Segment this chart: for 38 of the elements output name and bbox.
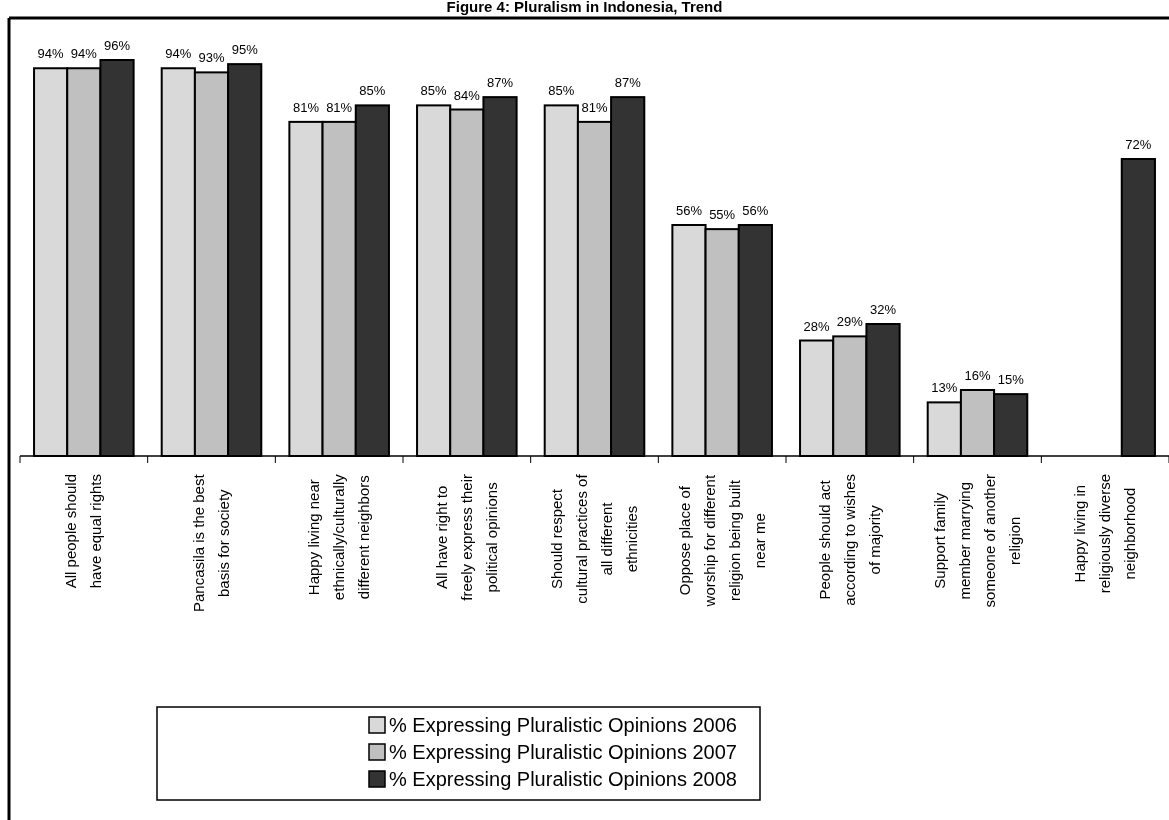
- x-tick-label: Happy living near ethnically/culturally different neighbors: [305, 473, 373, 601]
- data-label: 84%: [453, 87, 481, 103]
- data-label: 87%: [487, 75, 514, 91]
- data-label: 32%: [870, 302, 897, 317]
- legend-label: % Expressing Pluralistic Opinions 2006: [389, 714, 737, 736]
- data-label: 94%: [37, 46, 65, 62]
- data-label: 13%: [931, 380, 958, 396]
- data-label: 81%: [581, 99, 608, 115]
- data-label: 81%: [292, 99, 320, 115]
- data-label: 87%: [614, 75, 642, 91]
- data-label: 93%: [198, 50, 225, 66]
- legend-label: % Expressing Pluralistic Opinions 2007: [389, 741, 737, 763]
- x-tick-label: Pancasila is the best basis for society: [190, 473, 232, 612]
- legend-label: % Expressing Pluralistic Opinions 2008: [389, 768, 737, 790]
- data-label: 56%: [742, 203, 769, 218]
- x-tick-label: Oppose place of worship for different religion being built near me: [675, 474, 768, 608]
- data-label: 94%: [70, 46, 98, 62]
- x-tick-label: People should act according to wishes of majority: [815, 474, 883, 606]
- chart-title: Figure 4: Pluralism in Indonesia, Trend: [446, 0, 723, 15]
- x-tick-label: Should respect cultural practices of all different ethnicities: [548, 473, 640, 604]
- data-label: 56%: [675, 203, 703, 218]
- x-tick-label: Happy living in religiously diverse neighborhood: [1071, 474, 1139, 594]
- data-label: 85%: [548, 83, 575, 99]
- data-label: 85%: [420, 83, 448, 99]
- x-tick-label: All have right to freely express their political opinions: [432, 474, 500, 601]
- data-label: 81%: [326, 99, 353, 115]
- data-label: 95%: [231, 42, 259, 58]
- data-label: 72%: [1125, 137, 1152, 152]
- data-label: 96%: [104, 38, 131, 53]
- data-label: 29%: [836, 314, 864, 330]
- data-label: 85%: [359, 83, 386, 99]
- x-tick-label: Support family member marrying someone of another religion: [931, 474, 1023, 608]
- data-label: 55%: [709, 207, 736, 223]
- data-label: 16%: [964, 368, 991, 383]
- x-tick-label: All people should have equal rights: [62, 474, 105, 589]
- data-label: 15%: [997, 372, 1025, 388]
- data-label: 94%: [165, 46, 192, 62]
- data-label: 28%: [803, 318, 831, 334]
